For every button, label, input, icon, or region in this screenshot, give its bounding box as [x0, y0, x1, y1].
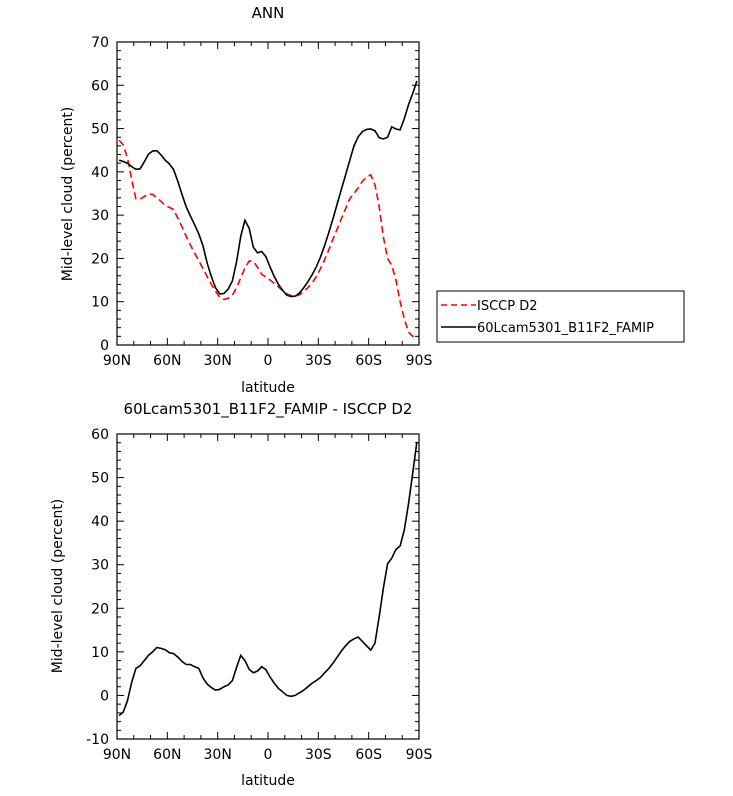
legend-box	[436, 290, 685, 343]
bottom-x-tick-label: 90S	[406, 747, 433, 763]
top-series-group	[118, 80, 418, 338]
top-x-tick-label: 60N	[153, 353, 181, 369]
bottom-plot-frame	[116, 433, 420, 740]
bottom-y-tick-label: 60	[91, 427, 109, 443]
top-x-axis-label: latitude	[241, 380, 295, 396]
bottom-series-line-0	[118, 441, 418, 717]
top-x-tick-label: 90S	[406, 353, 433, 369]
bottom-x-tick-label: 30N	[204, 747, 232, 763]
top-x-tick-label: 60S	[355, 353, 382, 369]
top-x-tick-label: 90N	[103, 353, 131, 369]
legend-label-isccp: ISCCP D2	[477, 299, 538, 314]
top-y-tick-label: 30	[91, 208, 109, 224]
bottom-series-group	[118, 441, 418, 717]
bottom-x-tick-label: 60N	[153, 747, 181, 763]
top-x-tick-label: 30N	[204, 353, 232, 369]
bottom-title: 60Lcam5301_B11F2_FAMIP - ISCCP D2	[124, 400, 413, 419]
bottom-y-tick-label: 20	[91, 601, 109, 617]
top-x-tick-label: 0	[264, 353, 273, 369]
legend: ISCCP D2 60Lcam5301_B11F2_FAMIP	[436, 290, 685, 343]
bottom-y-axis-label: Mid-level cloud (percent)	[50, 499, 66, 674]
top-y-tick-label: 60	[91, 78, 109, 94]
top-y-tick-label: 40	[91, 165, 109, 181]
bottom-y-tick-label: 40	[91, 514, 109, 530]
top-y-tick-label: 20	[91, 251, 109, 267]
bottom-y-tick-label: 0	[100, 688, 109, 704]
bottom-ticks-group: 90N 60N 30N 0 30S 60S 90S -10 0 10 20 30 40 50 60	[86, 427, 432, 763]
top-series-line-1	[118, 80, 418, 298]
top-y-tick-label: 10	[91, 295, 109, 311]
top-series-line-0	[118, 139, 417, 338]
bottom-x-tick-label: 0	[264, 747, 273, 763]
top-panel: ANN 90N 60N 30N 0 30S 60S 90S 0 10 20 30 40 50 60 70 l…	[60, 4, 432, 396]
bottom-y-tick-label: -10	[86, 732, 109, 748]
top-y-axis-label: Mid-level cloud (percent)	[60, 107, 76, 282]
top-plot-frame	[116, 41, 420, 346]
top-title: ANN	[252, 4, 285, 22]
top-y-tick-label: 50	[91, 122, 109, 138]
top-y-tick-label: 0	[100, 338, 109, 354]
bottom-x-tick-label: 60S	[355, 747, 382, 763]
legend-label-model: 60Lcam5301_B11F2_FAMIP	[477, 321, 654, 336]
bottom-y-tick-label: 30	[91, 558, 109, 574]
top-y-tick-label: 70	[91, 35, 109, 51]
top-x-tick-label: 30S	[305, 353, 332, 369]
bottom-y-tick-label: 10	[91, 645, 109, 661]
bottom-y-tick-label: 50	[91, 471, 109, 487]
bottom-x-axis-label: latitude	[241, 773, 295, 789]
bottom-x-tick-label: 90N	[103, 747, 131, 763]
bottom-x-tick-label: 30S	[305, 747, 332, 763]
bottom-panel: 60Lcam5301_B11F2_FAMIP - ISCCP D2 90N 60N…	[50, 400, 432, 789]
top-ticks-group: 90N 60N 30N 0 30S 60S 90S 0 10 20 30 40 50 60 70	[91, 35, 432, 369]
